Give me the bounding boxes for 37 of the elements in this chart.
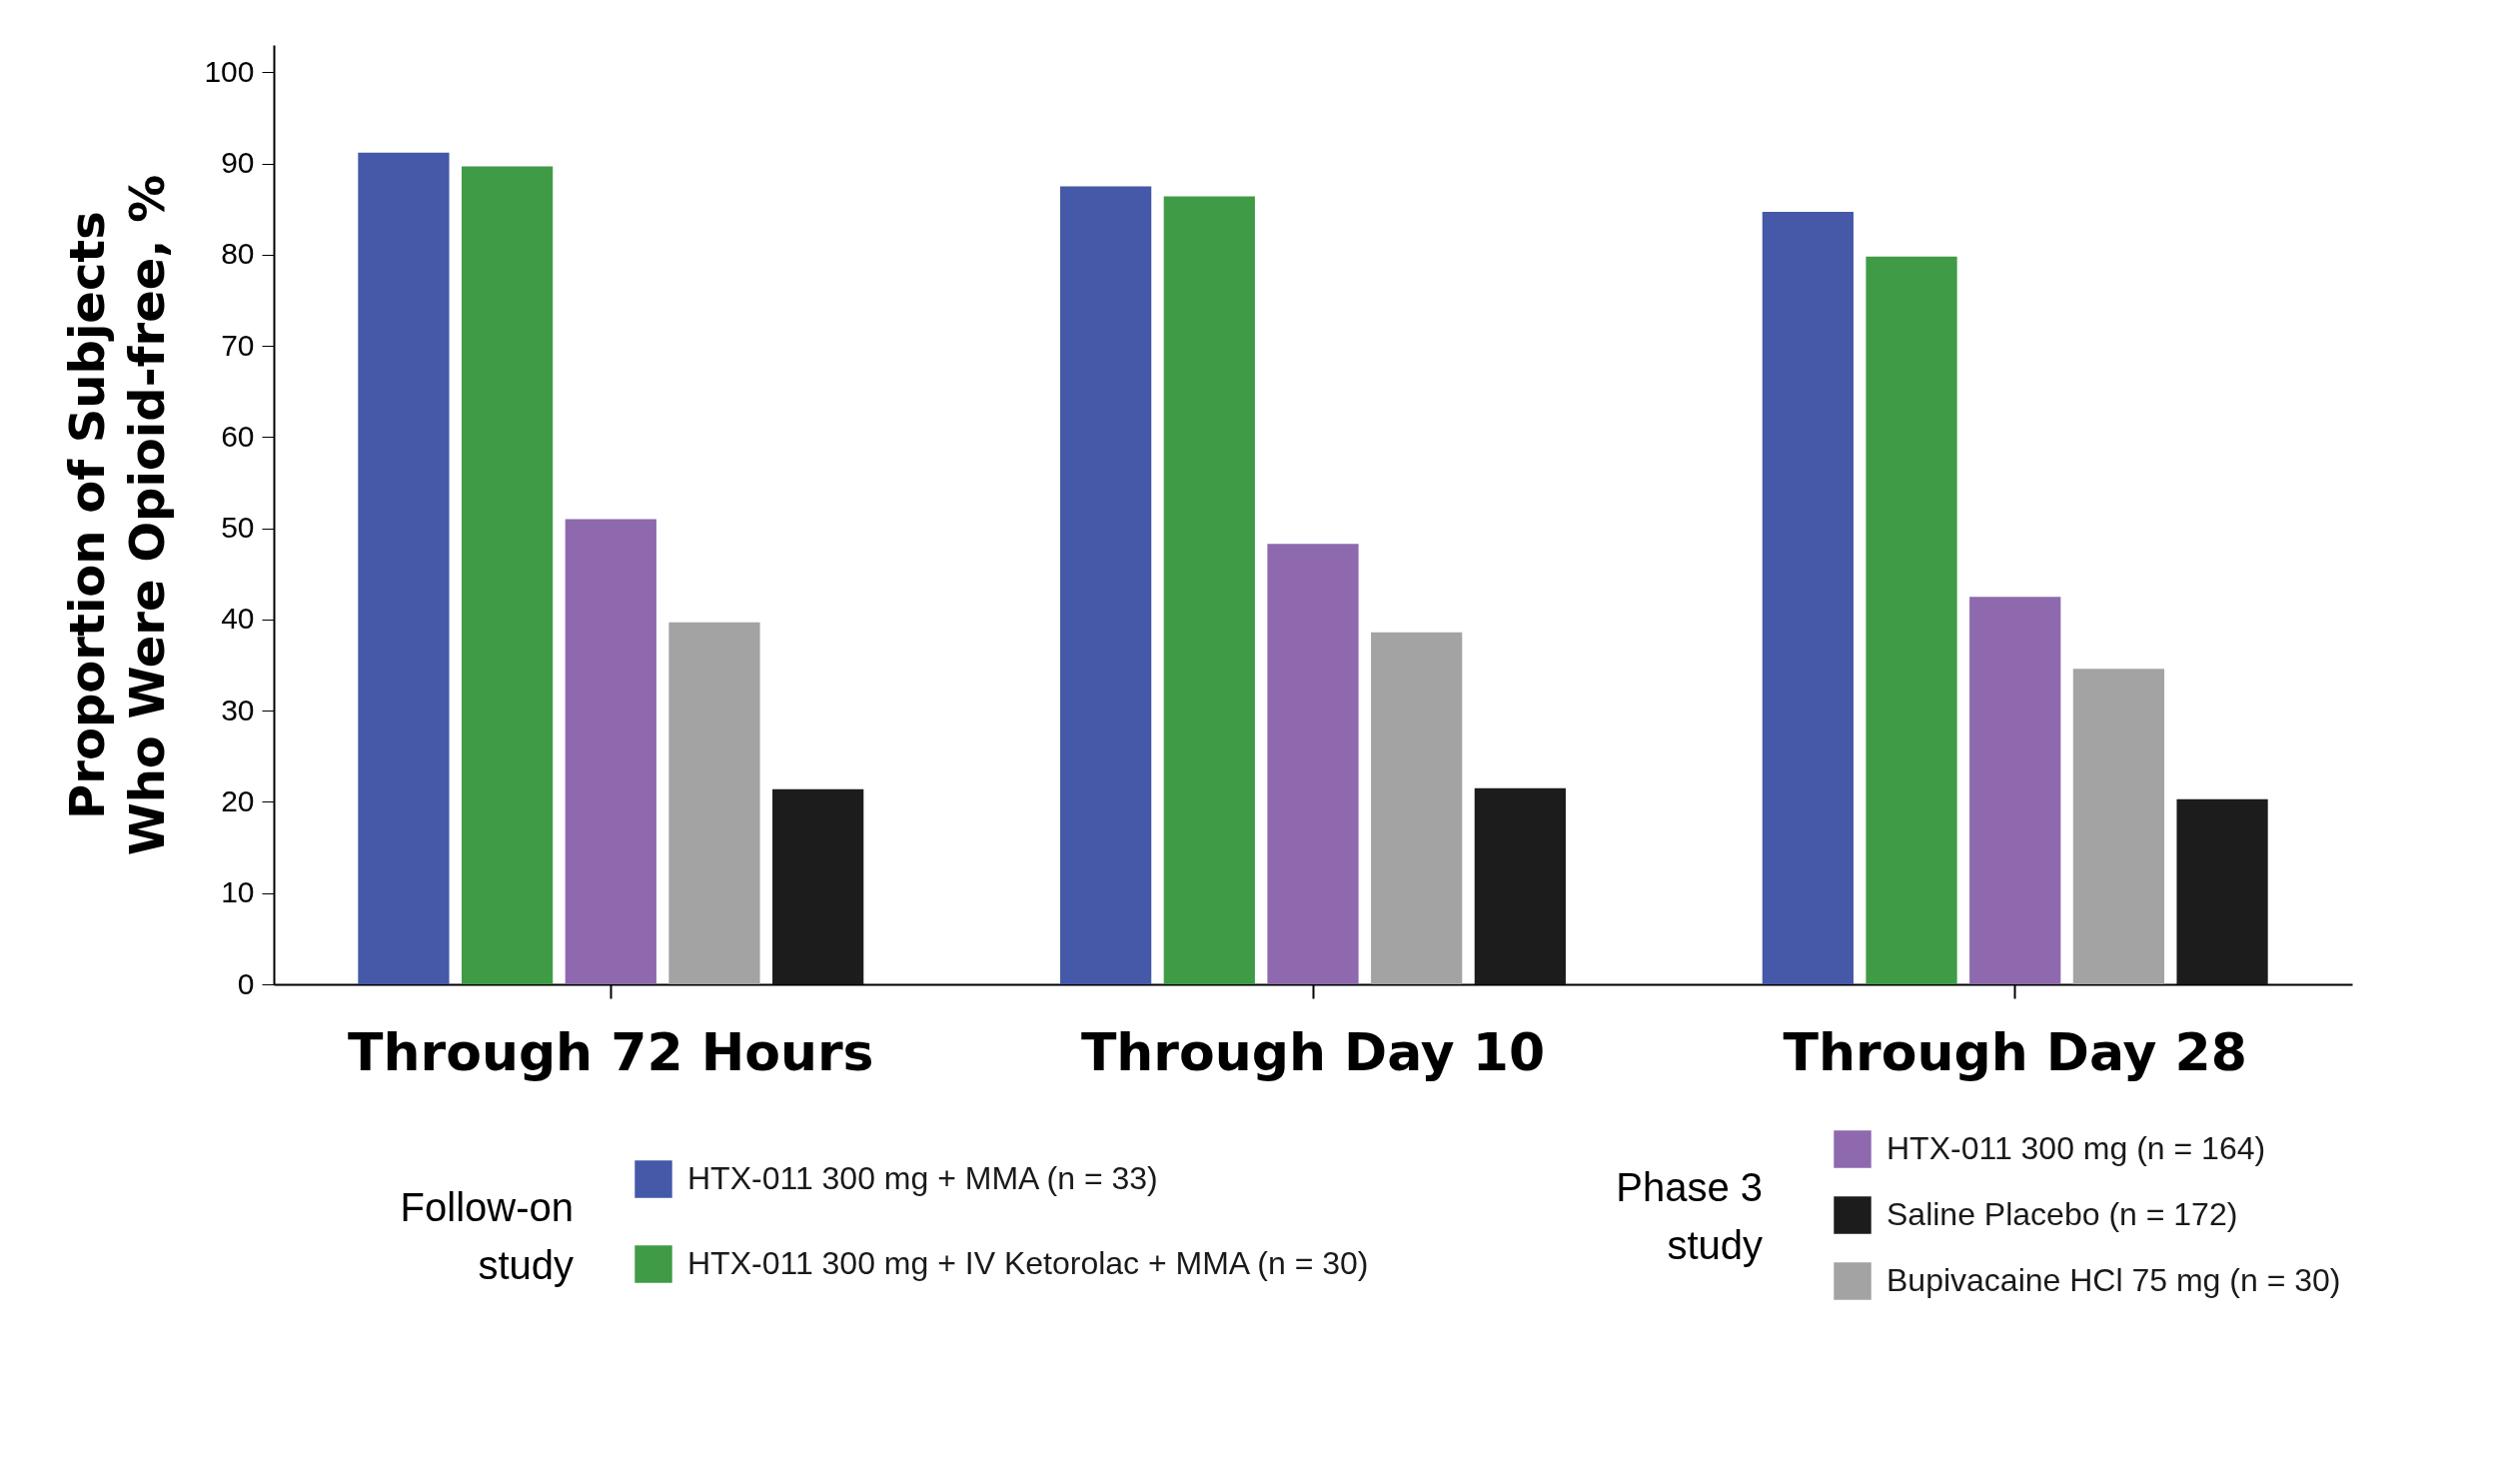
y-tick-label: 60 [221, 419, 255, 453]
bar [772, 788, 864, 984]
bar [1969, 597, 2061, 984]
y-tick-label: 50 [221, 511, 255, 545]
y-tick-label: 80 [221, 237, 255, 271]
bar [462, 166, 554, 984]
x-tick-label: Through Day 10 [1080, 1021, 1546, 1082]
bar [358, 152, 450, 984]
legend-label: HTX-011 300 mg + MMA (n = 33) [687, 1160, 1158, 1196]
y-tick-label: 10 [221, 875, 255, 909]
bar [1866, 256, 1957, 984]
x-tick-label: Through Day 28 [1783, 1021, 2247, 1082]
bar [2072, 669, 2164, 984]
y-tick-label: 0 [237, 966, 255, 1000]
bar [1474, 787, 1566, 984]
bar [1762, 212, 1854, 984]
bar [1371, 632, 1463, 984]
x-tick-label: Through 72 Hours [348, 1021, 874, 1082]
legend-label: Saline Placebo (n = 172) [1887, 1196, 2238, 1232]
legend-label: HTX-011 300 mg + IV Ketorolac + MMA (n = 30) [687, 1245, 1369, 1281]
bar [2176, 798, 2268, 984]
text: Phase 3 study [1616, 1165, 1763, 1267]
y-tick-label: 70 [221, 328, 255, 362]
y-tick-label: 40 [221, 602, 255, 636]
y-tick-label: 100 [204, 54, 255, 88]
bar [1267, 544, 1359, 984]
legend-label: Bupivacaine HCl 75 mg (n = 30) [1887, 1262, 2341, 1298]
bar [668, 622, 760, 984]
bar [565, 519, 656, 984]
legend-label: HTX-011 300 mg (n = 164) [1887, 1130, 2266, 1166]
bar [1163, 196, 1255, 984]
y-tick-label: 30 [221, 693, 255, 727]
y-tick-label: 20 [221, 783, 255, 817]
y-axis-title: Proportion of Subjects Who Were Opioid-free, % [59, 174, 176, 856]
y-tick-label: 90 [221, 146, 255, 180]
text: Follow-on study [400, 1185, 574, 1287]
bar [1060, 186, 1152, 984]
